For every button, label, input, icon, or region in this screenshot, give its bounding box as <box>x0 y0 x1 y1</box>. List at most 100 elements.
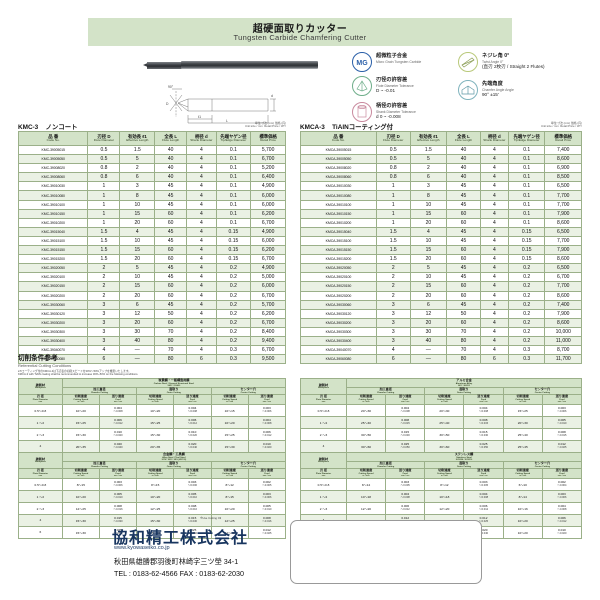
cc-row: 0.5～0.8 10～20 0.004 ～0.008 10～20 0.004 ～0.008 1… <box>18 403 287 417</box>
cell-shank-diameter: 4 <box>479 226 509 237</box>
cell-center-feed: 0.003 ～0.006 <box>247 489 287 503</box>
table-row: KMCA-39020100 2 10 45 4 0.2 6,700 <box>300 272 582 283</box>
table-row: KMCA-39030200 3 20 60 4 0.2 8,600 <box>300 317 582 328</box>
cell-code: KMCA-39020050 <box>300 263 377 274</box>
cell-outer-feed: 0.020 ～0.040 <box>173 439 212 453</box>
feature-label-jp: 柄径の許容差 <box>376 103 408 109</box>
cell-code: KMCA-39060080 <box>300 354 377 365</box>
cell-tip-diameter: 0.1 <box>215 181 252 192</box>
table-row: KMCA-39060080 6—80 6 0.3 11,700 <box>300 354 582 365</box>
feature-label-jp: 超微粒子合金 <box>376 53 408 59</box>
center-cutting-header: センター穴 Center Cutting <box>210 461 287 470</box>
flute-diameter-header: 刃 径 Flute Diameter mm <box>300 394 347 405</box>
cutting-speed-header: 切削速度 Cutting Speed m / min <box>136 468 175 479</box>
cell-price: 6,200 <box>250 208 286 219</box>
cell-price: 7,900 <box>544 308 582 319</box>
cell-outer-speed: 20～30 <box>424 403 465 417</box>
cc-block-2: 被削材 Workpiece 合金鋼・工具鋼 Alloy Steel / Tool St… <box>18 451 287 539</box>
cc-title-en: Referential Cutting Conditions <box>18 362 72 368</box>
cell-tip-diameter: 0.1 <box>507 208 546 219</box>
cell-shank-diameter: 4 <box>479 281 509 292</box>
cell-shank-diameter: 4 <box>186 226 217 237</box>
col-shank-diameter: 柄径 d Shank Diameter <box>479 131 509 146</box>
cell-center-speed: 8～12 <box>210 477 249 491</box>
feature-label-jp: ネジレ角 0° <box>482 53 510 59</box>
cell-flute-diameter: 3 <box>375 326 411 337</box>
cell-chamfer-speed: 12～25 <box>61 501 100 515</box>
cell-center-speed: 10～15 <box>210 403 249 417</box>
cc-row: 2 ～3 12～20 0.006 ～0.012 12～20 0.006 ～0.012 10～1… <box>300 501 583 515</box>
mg-badge-icon: MG <box>352 52 372 72</box>
table-row: KMC-39010100 1 10 45 4 0.1 6,000 <box>17 199 286 210</box>
cell-effective-length: 20 <box>119 290 156 301</box>
cell-tip-diameter: 0.1 <box>215 199 252 210</box>
cell-outer-speed: 20～35 <box>136 439 175 453</box>
cell-effective-length: 1.5 <box>119 144 156 156</box>
cell-flute-diameter: 2 ～3 <box>18 501 63 515</box>
cell-shank-diameter: 4 <box>186 172 217 183</box>
cell-flute-length: 40 <box>446 144 481 156</box>
table-row: KMC-39005015 0.5 1.5 40 4 0.1 5,700 <box>17 144 286 156</box>
cell-flute-diameter: 3 <box>87 308 121 319</box>
cell-flute-diameter: 1 ～2 <box>300 489 347 503</box>
table-row: KMCA-39015150 1.5 15 60 4 0.15 7,900 <box>300 245 582 256</box>
cell-chamfer-speed: 8～15 <box>61 477 100 491</box>
cell-chamfer-feed: 0.020～0.040 <box>98 439 138 453</box>
cell-effective-length: 20 <box>409 290 448 301</box>
footer-stamp-box <box>290 520 482 584</box>
cutting-conditions-heading: 切削条件参考 Referential Cutting Conditions ●T… <box>18 352 278 377</box>
cell-center-feed: 0.004 ～0.008 <box>247 415 287 429</box>
cell-chamfer-feed: 0.008 ～0.016 <box>98 501 138 515</box>
shank-diameter-tolerance-icon <box>352 102 372 122</box>
cell-shank-diameter: 4 <box>479 299 509 310</box>
cell-outer-feed: 0.004 ～0.008 <box>463 403 504 417</box>
workpiece-header: 被削材 Workpiece <box>18 377 63 396</box>
cell-price: 6,700 <box>250 154 286 165</box>
cell-shank-diameter: 4 <box>186 199 217 210</box>
cell-price: 11,700 <box>544 354 582 365</box>
cutting-speed-header: 切削速度 Cutting Speed m / min <box>502 468 543 479</box>
cell-shank-diameter: 4 <box>186 163 217 174</box>
cutting-speed-header: 切削速度 Cutting Speed m / min <box>424 394 465 405</box>
cell-center-speed: 10～20 <box>210 501 249 515</box>
feature-label-jp: 刃径の許容差 <box>376 77 408 83</box>
cell-flute-diameter: 1 <box>87 181 121 192</box>
cc-row: 1 ～2 25～40 0.008 ～0.015 25～40 0.008 ～0.015 20～3… <box>300 415 583 429</box>
cell-flute-diameter: 1 <box>87 199 121 210</box>
cell-outer-speed: 15～30 <box>136 513 175 527</box>
cell-center-feed: 0.008 ～0.016 <box>247 513 287 527</box>
cell-code: KMCA-39010100 <box>300 199 377 210</box>
cell-tip-diameter: 0.2 <box>215 317 252 328</box>
company-url[interactable]: www.kyowaseiko.co.jp <box>114 545 170 551</box>
col-code: 品 番 Code No. <box>17 131 89 146</box>
cell-effective-length: 40 <box>409 335 448 347</box>
cell-flute-length: 60 <box>154 254 188 265</box>
cell-outer-feed: 0.004 ～0.008 <box>463 489 504 503</box>
cell-chamfer-speed: 30～50 <box>345 427 387 441</box>
cell-flute-length: 50 <box>446 308 481 319</box>
col-effective-length: 有効長 ℓ1 Effective Length <box>409 131 448 146</box>
cutting-speed-header: 切削速度 Cutting Speed m / min <box>136 394 175 405</box>
product-photo <box>143 58 318 72</box>
product-rows-left: KMC-39005015 0.5 1.5 40 4 0.1 5,700 KMC-3900505… <box>17 144 286 365</box>
cell-center-feed: 0.010 ～0.020 <box>247 439 287 453</box>
cell-code: KMC-39040070 <box>17 345 89 356</box>
cutter-tip <box>143 62 150 68</box>
cell-chamfer-feed: 0.015 ～0.030 <box>385 427 426 441</box>
cell-shank-diameter: 4 <box>186 263 217 274</box>
table-unit-note: 単位:寸法 (mm) 価格 (円) Unit:size / mm Retail … <box>540 121 582 129</box>
outer-cutting-header: 面取り Outer Cutting <box>424 387 504 396</box>
cell-outer-speed: 15～30 <box>136 525 175 539</box>
cell-outer-feed: 0.008 ～0.015 <box>463 415 504 429</box>
cell-effective-length: 10 <box>409 199 448 210</box>
cell-center-feed: 0.012 ～0.025 <box>541 439 583 453</box>
cell-price: 4,900 <box>250 226 286 237</box>
cell-code: KMC-39030120 <box>17 308 89 319</box>
table-row: KMCA-39030300 3 30 70 4 0.2 10,000 <box>300 326 582 337</box>
cell-center-speed: 25～45 <box>502 439 543 453</box>
cell-effective-length: 10 <box>409 235 448 247</box>
cell-code: KMCA-39005015 <box>300 144 377 156</box>
cc-title-jp: 切削条件参考 <box>18 355 58 362</box>
cell-center-feed: 0.006 ～0.012 <box>541 513 583 527</box>
cell-price: 8,600 <box>544 317 582 328</box>
